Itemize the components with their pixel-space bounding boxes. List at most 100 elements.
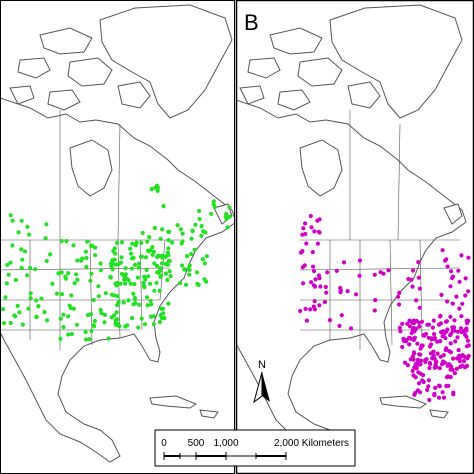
occurrence-point [139,240,144,245]
occurrence-point [63,274,68,279]
occurrence-point [115,294,120,299]
panel-a-occurrence-points [0,183,232,342]
occurrence-point [5,262,10,268]
occurrence-point [433,359,438,364]
occurrence-point [61,312,66,317]
occurrence-point [456,268,461,273]
occurrence-point [197,208,202,214]
occurrence-point [427,397,432,403]
occurrence-point [114,262,119,267]
occurrence-point [315,218,320,223]
occurrence-point [84,255,89,261]
occurrence-point [10,218,15,223]
occurrence-point [66,314,71,319]
occurrence-point [204,254,209,259]
occurrence-point [441,329,446,334]
occurrence-point [69,293,74,298]
occurrence-point [3,295,8,300]
occurrence-point [89,328,94,334]
occurrence-point [98,261,103,266]
occurrence-point [400,344,405,350]
occurrence-point [161,311,166,316]
occurrence-point [183,282,189,287]
occurrence-point [432,391,437,396]
occurrence-point [431,318,436,323]
occurrence-point [126,298,131,303]
occurrence-point [410,368,415,373]
occurrence-point [327,318,332,323]
occurrence-point [114,283,119,288]
occurrence-point [64,239,69,244]
occurrence-point [96,294,101,299]
occurrence-point [102,320,107,325]
occurrence-point [98,307,103,313]
occurrence-point [437,383,442,388]
occurrence-point [443,258,448,263]
occurrence-point [71,306,76,311]
occurrence-point [167,258,172,263]
occurrence-point [435,351,440,356]
occurrence-point [84,264,89,269]
occurrence-point [323,284,328,290]
occurrence-point [439,292,444,297]
occurrence-point [28,291,33,296]
occurrence-point [34,298,39,303]
occurrence-point [414,318,419,324]
occurrence-point [160,227,165,232]
occurrence-point [372,308,377,313]
occurrence-point [34,314,39,319]
occurrence-point [27,232,32,237]
occurrence-point [300,232,305,237]
occurrence-point [45,318,50,323]
occurrence-point [91,297,96,303]
occurrence-point [125,323,130,328]
occurrence-point [308,213,313,219]
occurrence-point [168,274,173,279]
occurrence-point [4,281,9,286]
occurrence-point [411,350,416,355]
occurrence-point [19,218,24,223]
occurrence-point [227,205,232,210]
scale-tick-2000-km: 2,000 Kilometers [274,438,349,449]
occurrence-point [157,268,162,274]
occurrence-point [372,272,377,277]
occurrence-point [430,325,435,330]
occurrence-point [440,334,445,339]
occurrence-point [15,303,20,308]
occurrence-point [463,332,468,337]
panel-b-occurrence-points [298,213,471,403]
occurrence-point [418,362,423,367]
occurrence-point [197,216,202,222]
occurrence-point [455,335,460,340]
occurrence-point [67,303,72,308]
occurrence-point [136,325,141,330]
occurrence-point [457,279,462,284]
occurrence-point [441,353,446,358]
occurrence-point [465,321,470,326]
occurrence-point [132,262,138,267]
occurrence-point [25,224,30,229]
occurrence-point [59,292,65,297]
occurrence-point [152,225,157,231]
occurrence-point [56,271,61,276]
occurrence-point [8,213,13,218]
occurrence-point [452,325,457,330]
occurrence-point [418,346,423,351]
occurrence-point [190,228,195,233]
occurrence-point [192,247,197,252]
occurrence-point [98,268,103,273]
scale-tick-1000: 1,000 [213,438,238,449]
occurrence-point [421,379,426,385]
occurrence-point [129,266,134,271]
occurrence-point [151,322,156,327]
occurrence-point [400,321,405,326]
occurrence-point [373,298,378,303]
occurrence-point [84,337,89,342]
occurrence-point [74,272,79,277]
occurrence-point [334,268,339,273]
occurrence-point [43,236,48,241]
occurrence-point [465,338,470,343]
occurrence-point [149,302,154,307]
occurrence-point [139,316,144,321]
occurrence-point [153,185,158,190]
